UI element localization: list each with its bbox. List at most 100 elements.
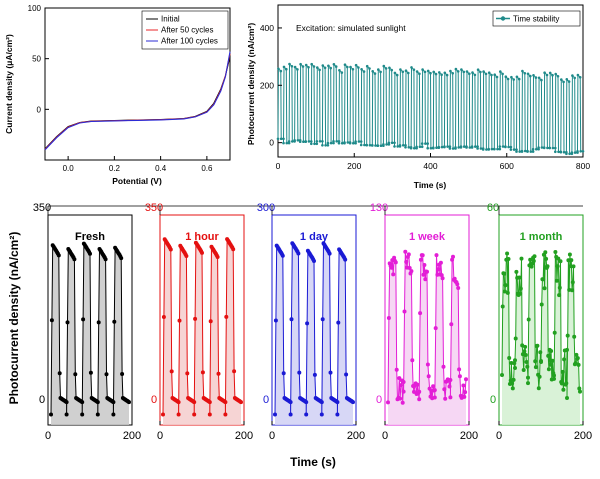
panel-point <box>161 315 166 319</box>
panel-point <box>49 318 54 323</box>
bottom-panels: 350 Fresh 0 0 200 350 1 hour 0 0 200 300 1 day 0 0 200… <box>33 202 592 442</box>
ts-point <box>301 65 305 68</box>
ts-point <box>393 145 396 148</box>
ts-point <box>276 137 280 141</box>
ts-point <box>510 75 513 79</box>
panel-point <box>565 396 569 400</box>
ts-point <box>373 72 377 75</box>
panel-point <box>168 247 173 252</box>
panel-point <box>64 412 69 417</box>
ts-point <box>321 64 325 67</box>
panel-point <box>523 344 528 349</box>
cv-legend: Initial After 50 cycles After 100 cycles <box>141 10 229 50</box>
ts-point <box>560 78 563 81</box>
ts-point <box>379 70 382 74</box>
cv-legend-100: After 100 cycles <box>161 37 218 46</box>
panel-point <box>184 254 189 258</box>
ts-point <box>357 66 360 69</box>
ts-point <box>437 145 441 149</box>
panel-point <box>537 374 542 379</box>
ts-point <box>576 73 580 77</box>
ts-point <box>460 68 463 71</box>
panel-point <box>406 252 411 257</box>
ts-point <box>465 70 469 73</box>
ts-point <box>382 143 385 146</box>
panel-point <box>433 326 438 331</box>
panel-point <box>548 362 553 367</box>
ts-point <box>404 144 407 147</box>
panel-point <box>552 330 557 335</box>
ts-point <box>318 68 321 72</box>
panel-point <box>523 353 528 357</box>
panel-point <box>400 400 405 405</box>
panel-point <box>418 257 423 262</box>
ts-point <box>498 145 502 148</box>
ts-x-ticks: 0 200 400 600 800 <box>276 153 590 171</box>
ts-y-ticks: 0 200 400 <box>260 23 282 148</box>
panel-point <box>215 255 220 259</box>
ts-point <box>298 140 302 143</box>
ts-point <box>368 67 371 70</box>
panel-point <box>557 293 562 298</box>
panel-point <box>555 264 560 269</box>
panel-point <box>386 400 390 405</box>
panel-point <box>511 377 516 382</box>
ts-point <box>332 63 336 66</box>
ts-point <box>307 140 311 143</box>
ts-point <box>282 141 285 145</box>
ts-point <box>457 146 461 149</box>
panel-ymax-label: 300 <box>257 202 275 214</box>
panel-point <box>559 381 564 386</box>
panel-point <box>328 370 333 375</box>
ts-point <box>487 71 491 74</box>
ts-point <box>349 65 352 69</box>
panel-1-week: 130 1 week 0 0 200 <box>370 202 478 442</box>
panel-point <box>176 400 181 405</box>
ts-point <box>473 73 477 77</box>
ts-point <box>296 139 300 142</box>
ts-point <box>446 145 449 148</box>
panel-point <box>544 256 549 261</box>
ts-point <box>515 150 518 153</box>
panel-area-fill <box>275 243 353 425</box>
ts-point <box>581 150 585 153</box>
panel-title: Fresh <box>75 231 105 243</box>
ts-point <box>413 146 416 150</box>
ts-point <box>324 144 327 147</box>
ts-point <box>554 72 557 76</box>
ts-point <box>573 76 576 80</box>
ts-point <box>359 143 363 147</box>
panel-point <box>518 286 523 291</box>
panel-point <box>56 253 61 258</box>
panel-point <box>304 400 309 405</box>
ts-point <box>448 145 452 148</box>
ts-point <box>307 66 310 69</box>
ts-point <box>299 62 302 66</box>
panel-point <box>525 364 530 369</box>
panel-point <box>574 352 579 357</box>
panel-point <box>573 361 578 365</box>
ts-point <box>304 140 308 143</box>
bottom-x-axis-label: Time (s) <box>290 455 336 469</box>
panel-point <box>432 395 437 400</box>
panel-point <box>289 317 294 322</box>
cv-x-tick-label: 0.2 <box>109 164 121 173</box>
panel-point <box>65 320 70 325</box>
panel-point <box>526 381 530 386</box>
panel-point <box>343 257 348 262</box>
ts-point <box>312 65 316 68</box>
ts-point <box>429 71 432 75</box>
ts-point <box>329 66 333 70</box>
panel-point <box>529 264 534 269</box>
panel-point <box>421 272 426 277</box>
panel-point <box>533 359 538 364</box>
ts-point <box>451 72 455 75</box>
ts-point <box>526 150 529 153</box>
ts-point <box>571 74 574 77</box>
ts-point <box>540 146 544 149</box>
panel-point <box>517 275 522 280</box>
panel-point <box>273 318 278 323</box>
panel-point <box>410 358 415 363</box>
ts-point <box>529 150 533 153</box>
panel-x-tick-label: 0 <box>496 430 502 442</box>
